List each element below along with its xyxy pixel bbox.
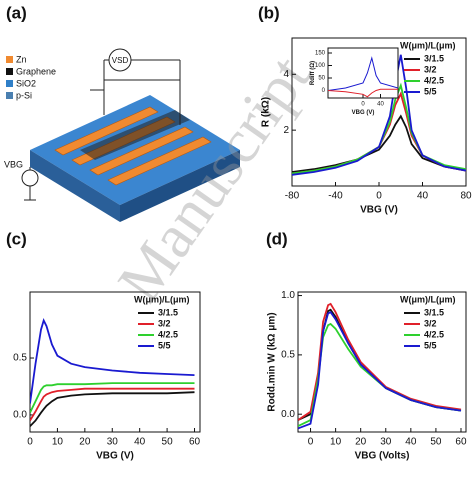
legend-label: Zn [16,54,27,64]
legend-title: W(μm)/L(μm) [134,294,190,304]
legend-swatch [6,80,13,87]
plot-frame [29,291,201,433]
y-tick-label: 0.5 [281,350,295,361]
legend-label: 3/1.5 [424,307,444,317]
legend-label: 3/2 [158,318,171,328]
data-line [30,382,195,414]
x-axis-label: VBG (Volts) [355,451,410,462]
x-tick-label: 30 [380,437,392,448]
legend-label: SiO2 [16,78,36,88]
panel-label: (a) [6,3,27,22]
x-tick-label: 20 [79,437,91,448]
legend-label: 4/2.5 [158,329,178,339]
legend-swatch [6,56,13,63]
substrate-front [120,150,240,222]
legend-label: 5/5 [424,86,437,96]
x-tick-label: 50 [162,437,174,448]
x-tick-label: 0 [361,102,365,108]
x-axis-label: VBG (V) [360,205,398,216]
legend-label: 4/2.5 [424,329,444,339]
x-axis-label: VBG (V) [352,110,375,116]
x-tick-label: -40 [328,191,343,202]
legend-label: Graphene [16,66,56,76]
x-tick-label: 60 [189,437,201,448]
legend-label: 3/2 [424,318,437,328]
data-line [298,302,462,421]
legend-swatch [6,92,13,99]
chart: 0 10 20 30 40 50 60 0.0 0.5 1.0 VBG (Volts) Rodd.mi… [267,290,467,461]
y-axis-label: Rdiff (Ω) [310,61,316,85]
legend-label: 3/1.5 [424,53,444,63]
y-tick-label: 4 [283,69,289,80]
x-tick-label: 40 [377,102,384,108]
y-axis-label: Rodd.min W (kΩ μm) [267,312,278,411]
panel-label: (b) [258,3,280,22]
y-tick-label: 0.5 [13,353,27,364]
x-axis-label: VBG (V) [96,451,134,462]
y-tick-label: 0.0 [281,409,295,420]
y-axis-label: R (kΩ) [261,97,272,127]
x-tick-label: 60 [455,437,467,448]
vbg-source [21,169,39,187]
x-tick-label: 30 [107,437,119,448]
y-tick-label: 150 [315,51,326,57]
vbg-label: VBG [4,159,23,169]
legend-label: p-Si [16,90,32,100]
y-tick-label: 2 [283,125,289,136]
legend-swatch [6,68,13,75]
data-line [298,311,462,430]
x-tick-label: 0 [308,437,314,448]
device-diagram [21,48,240,222]
x-tick-label: 20 [355,437,367,448]
x-tick-label: 40 [417,191,429,202]
x-tick-label: 0 [376,191,382,202]
plot-frame [297,291,467,433]
y-tick-label: 100 [315,63,326,69]
data-line [30,391,195,427]
graphene [80,110,190,160]
y-tick-label: 1.0 [281,290,295,301]
legend-title: W(μm)/L(μm) [400,40,456,50]
legend-label: 4/2.5 [424,75,444,85]
legend-label: 3/1.5 [158,307,178,317]
x-tick-label: 80 [460,191,472,202]
x-tick-label: 40 [405,437,417,448]
x-tick-label: 10 [52,437,64,448]
y-tick-label: 50 [318,76,325,82]
y-tick-label: 0 [322,88,326,94]
data-line [328,88,398,98]
vsd-label: VSD [112,56,129,65]
x-tick-label: 40 [134,437,146,448]
legend-label: 5/5 [424,340,437,350]
substrate-side [30,150,120,222]
data-line [30,318,195,404]
legend-label: 3/2 [424,64,437,74]
y-tick-label: 0.0 [13,410,27,421]
panel-label: (d) [266,229,288,248]
legend-label: 5/5 [158,340,171,350]
chart: 0 10 20 30 40 50 60 0.0 0.5 VBG (V) W(μm)/L(μm) 3/1… [13,291,201,462]
data-line [328,56,398,91]
panel-label: (c) [6,229,27,248]
x-tick-label: 0 [27,437,33,448]
plot-frame [327,47,399,99]
x-tick-label: 10 [330,437,342,448]
x-tick-label: 50 [430,437,442,448]
data-line [292,82,466,175]
data-line [292,114,466,173]
legend-title: W(μm)/L(μm) [400,294,456,304]
chart: 0 40 0 50 100 150 VBG (V) Rdiff (Ω) [310,47,399,116]
x-tick-label: -80 [285,191,300,202]
data-line [30,387,195,422]
